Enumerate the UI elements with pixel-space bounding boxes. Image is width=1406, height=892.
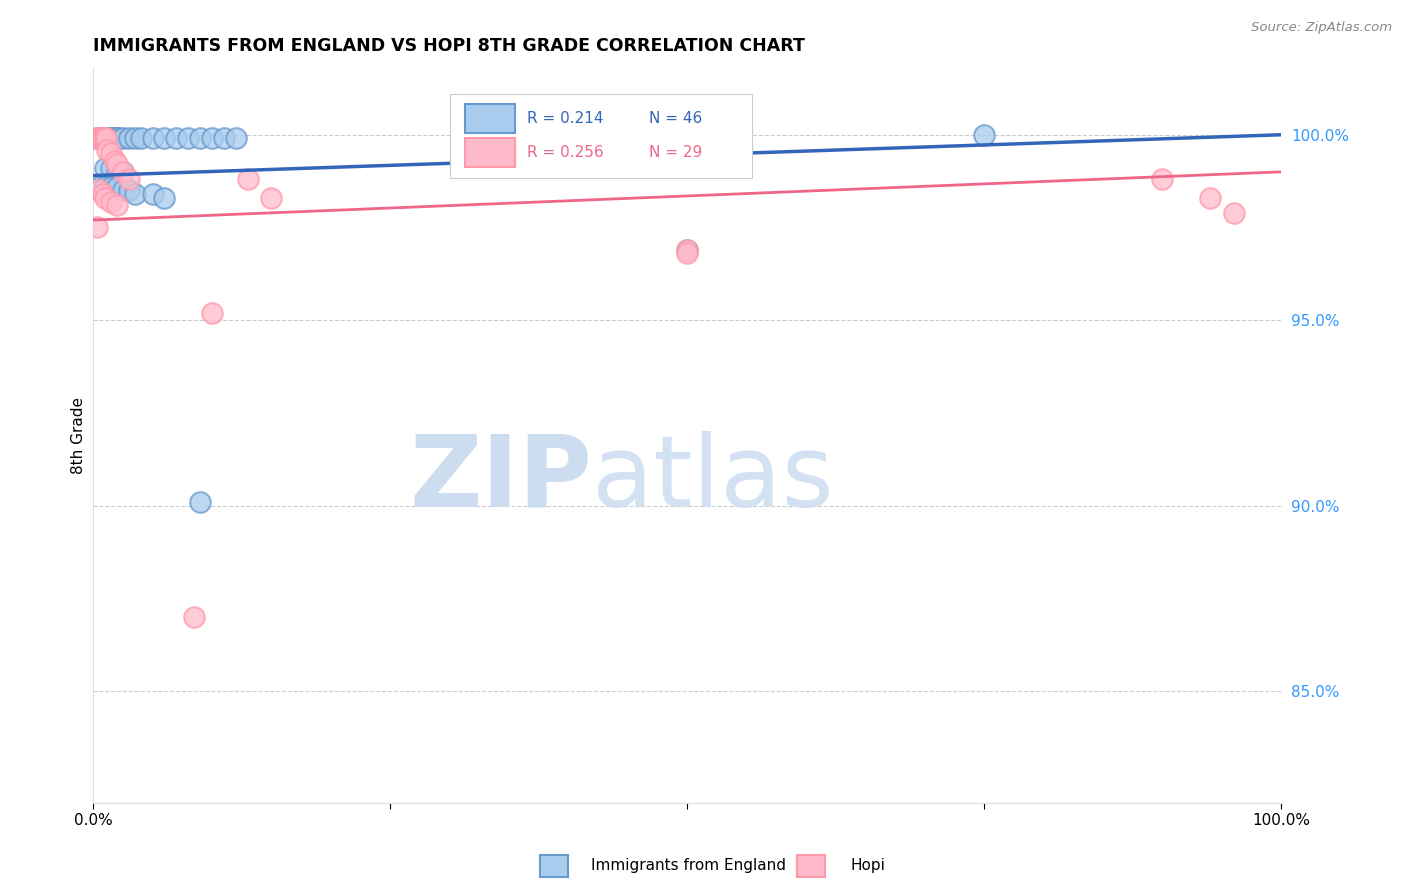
Point	[90, 131, 112, 145]
Point	[86, 220, 108, 235]
Point	[105, 157, 128, 171]
FancyBboxPatch shape	[465, 104, 515, 133]
Text: Source: ZipAtlas.com: Source: ZipAtlas.com	[1251, 21, 1392, 34]
Point	[142, 131, 165, 145]
Point	[97, 131, 120, 145]
Point	[103, 153, 125, 168]
Point	[1152, 172, 1174, 186]
Point	[86, 131, 108, 145]
Point	[94, 161, 117, 175]
Text: R = 0.256: R = 0.256	[527, 145, 603, 160]
Point	[973, 128, 995, 142]
Point	[236, 172, 259, 186]
FancyBboxPatch shape	[450, 94, 752, 178]
Point	[96, 131, 118, 145]
Point	[89, 131, 111, 145]
Point	[153, 191, 176, 205]
Point	[1222, 205, 1244, 219]
Text: Immigrants from England: Immigrants from England	[591, 858, 786, 872]
FancyBboxPatch shape	[797, 855, 825, 877]
Point	[676, 243, 699, 257]
Point	[96, 131, 118, 145]
Point	[105, 165, 128, 179]
Point	[676, 243, 699, 257]
Point	[96, 131, 118, 145]
Point	[89, 183, 111, 197]
Text: R = 0.214: R = 0.214	[527, 112, 603, 126]
Point	[94, 131, 117, 145]
Point	[104, 131, 127, 145]
Point	[165, 131, 187, 145]
Point	[124, 131, 146, 145]
Point	[90, 131, 112, 145]
Point	[111, 165, 134, 179]
Point	[89, 131, 111, 145]
Point	[94, 179, 117, 194]
Point	[188, 131, 211, 145]
Point	[89, 131, 111, 145]
Point	[100, 131, 122, 145]
Point	[89, 131, 111, 145]
Point	[118, 172, 141, 186]
Point	[1198, 191, 1220, 205]
Text: Hopi: Hopi	[851, 858, 886, 872]
Point	[101, 131, 124, 145]
Text: IMMIGRANTS FROM ENGLAND VS HOPI 8TH GRADE CORRELATION CHART: IMMIGRANTS FROM ENGLAND VS HOPI 8TH GRAD…	[93, 37, 806, 55]
Point	[212, 131, 235, 145]
Text: ZIP: ZIP	[409, 431, 592, 528]
Point	[100, 146, 122, 161]
Point	[177, 131, 200, 145]
Point	[153, 131, 176, 145]
Point	[129, 131, 152, 145]
Point	[183, 610, 205, 624]
Point	[111, 131, 134, 145]
Point	[100, 194, 122, 209]
Point	[142, 187, 165, 202]
Point	[93, 131, 115, 145]
Text: N = 46: N = 46	[650, 112, 703, 126]
Point	[105, 179, 128, 194]
Point	[89, 179, 111, 194]
Text: atlas: atlas	[592, 431, 834, 528]
Point	[111, 183, 134, 197]
Point	[96, 143, 118, 157]
Point	[201, 131, 224, 145]
Point	[201, 306, 224, 320]
Point	[100, 161, 122, 175]
Point	[188, 495, 211, 509]
Point	[108, 131, 131, 145]
Point	[98, 131, 121, 145]
Point	[91, 187, 114, 202]
Point	[100, 179, 122, 194]
Point	[225, 131, 247, 145]
Point	[676, 246, 699, 260]
Point	[94, 191, 117, 205]
Point	[118, 183, 141, 197]
Point	[124, 187, 146, 202]
Point	[86, 131, 108, 145]
FancyBboxPatch shape	[465, 137, 515, 167]
Point	[103, 131, 125, 145]
Point	[105, 198, 128, 212]
Point	[91, 131, 114, 145]
Y-axis label: 8th Grade: 8th Grade	[72, 397, 86, 474]
Point	[260, 191, 283, 205]
Point	[91, 131, 114, 145]
Point	[103, 131, 125, 145]
Point	[118, 131, 141, 145]
Point	[105, 131, 128, 145]
Point	[93, 131, 115, 145]
FancyBboxPatch shape	[540, 855, 568, 877]
Text: N = 29: N = 29	[650, 145, 703, 160]
Point	[111, 165, 134, 179]
Point	[94, 131, 117, 145]
